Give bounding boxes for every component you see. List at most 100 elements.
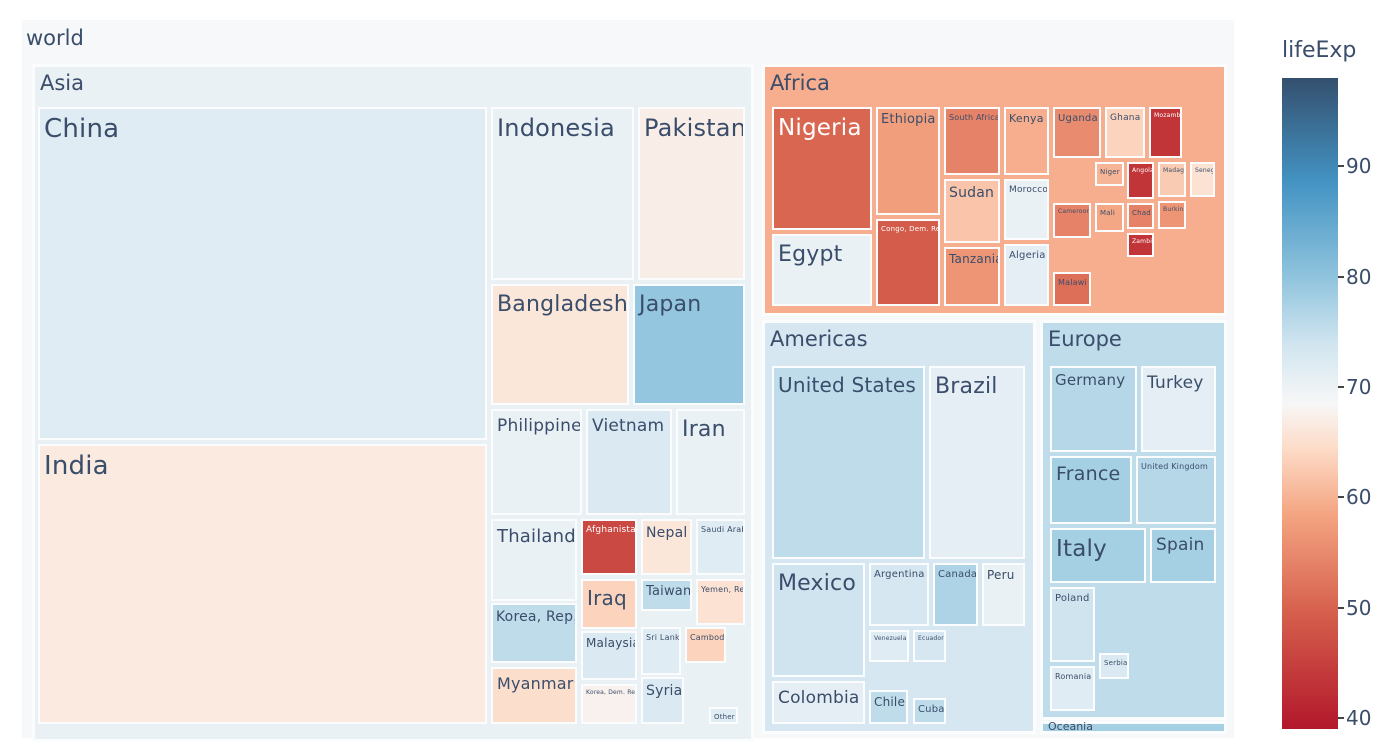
country-tile-malawi[interactable]: Malawi bbox=[1053, 272, 1091, 306]
colorbar-tick-label: 90 bbox=[1346, 154, 1372, 179]
country-label: Congo, Dem. Rep. bbox=[881, 225, 940, 233]
country-tile-poland[interactable]: Poland bbox=[1050, 587, 1095, 662]
country-tile-philippines[interactable]: Philippines bbox=[491, 409, 582, 515]
country-tile-taiwan[interactable]: Taiwan bbox=[641, 579, 692, 611]
country-tile-peru[interactable]: Peru bbox=[982, 563, 1025, 626]
country-label: Japan bbox=[639, 292, 702, 317]
country-tile-turkey[interactable]: Turkey bbox=[1141, 366, 1216, 452]
country-tile-canada[interactable]: Canada bbox=[933, 563, 978, 626]
country-tile-united-kingdom[interactable]: United Kingdom bbox=[1136, 456, 1216, 524]
country-tile-germany[interactable]: Germany bbox=[1050, 366, 1137, 452]
country-tile-syria[interactable]: Syria bbox=[641, 677, 684, 724]
country-tile-france[interactable]: France bbox=[1050, 456, 1132, 524]
country-tile-malaysia[interactable]: Malaysia bbox=[581, 631, 637, 680]
colorbar-tick bbox=[1338, 606, 1344, 609]
country-label: Cuba bbox=[918, 704, 945, 715]
country-label: Ethiopia bbox=[881, 112, 936, 127]
country-tile-brazil[interactable]: Brazil bbox=[929, 366, 1025, 559]
country-tile-cuba[interactable]: Cuba bbox=[913, 698, 946, 724]
country-label: Yemen, Rep. bbox=[701, 585, 745, 594]
country-label: Malaysia bbox=[586, 636, 637, 650]
continent-label-africa: Africa bbox=[770, 71, 830, 95]
country-label: Bangladesh bbox=[497, 292, 628, 317]
country-tile-pakistan[interactable]: Pakistan bbox=[638, 107, 745, 280]
root-label: world bbox=[26, 26, 84, 50]
country-tile-senegal[interactable]: Senegal bbox=[1190, 162, 1215, 197]
country-tile-chad[interactable]: Chad bbox=[1127, 203, 1154, 229]
country-tile-korea-rep[interactable]: Korea, Rep. bbox=[491, 603, 577, 663]
country-tile-vietnam[interactable]: Vietnam bbox=[586, 409, 672, 515]
country-label: Cambodia bbox=[690, 633, 725, 642]
continent-label-americas: Americas bbox=[770, 327, 868, 351]
country-tile-sudan[interactable]: Sudan bbox=[944, 179, 1000, 243]
country-tile-ethiopia[interactable]: Ethiopia bbox=[876, 107, 940, 215]
country-tile-colombia[interactable]: Colombia bbox=[772, 681, 865, 724]
country-tile-china[interactable]: China bbox=[38, 107, 487, 440]
country-tile-burkina-faso[interactable]: Burkina Faso bbox=[1158, 201, 1186, 229]
country-label: Kenya bbox=[1009, 112, 1044, 125]
colorbar-tick bbox=[1338, 275, 1344, 278]
country-label: Korea, Dem. Rep. bbox=[586, 689, 637, 696]
colorbar bbox=[1282, 78, 1338, 729]
colorbar-tick-label: 50 bbox=[1346, 595, 1372, 620]
country-tile-afghanistan[interactable]: Afghanistan bbox=[581, 519, 637, 575]
country-label: Myanmar bbox=[497, 674, 574, 693]
country-label: Germany bbox=[1055, 371, 1126, 389]
country-tile-sri-lanka[interactable]: Sri Lanka bbox=[641, 627, 681, 675]
country-tile-iran[interactable]: Iran bbox=[676, 409, 745, 515]
colorbar-tick bbox=[1338, 496, 1344, 499]
country-tile-niger[interactable]: Niger bbox=[1095, 162, 1124, 186]
country-tile-chile[interactable]: Chile bbox=[869, 690, 908, 724]
country-tile-venezuela[interactable]: Venezuela bbox=[869, 630, 909, 662]
colorbar-tick-label: 60 bbox=[1346, 485, 1372, 510]
country-label: Poland bbox=[1055, 593, 1090, 604]
country-tile-uganda[interactable]: Uganda bbox=[1053, 107, 1101, 158]
country-tile-other[interactable]: Other bbox=[709, 707, 738, 724]
country-tile-spain[interactable]: Spain bbox=[1150, 528, 1216, 583]
country-tile-zambia[interactable]: Zambia bbox=[1127, 233, 1154, 257]
country-tile-tanzania[interactable]: Tanzania bbox=[944, 247, 1000, 306]
country-tile-madagascar[interactable]: Madagascar bbox=[1158, 162, 1186, 197]
country-label: Iraq bbox=[587, 586, 627, 610]
country-tile-mali[interactable]: Mali bbox=[1095, 203, 1124, 232]
country-tile-south-africa[interactable]: South Africa bbox=[944, 107, 1000, 175]
country-tile-nepal[interactable]: Nepal bbox=[641, 519, 692, 575]
continent-tile-oceania[interactable] bbox=[1040, 721, 1227, 734]
country-tile-ghana[interactable]: Ghana bbox=[1105, 107, 1145, 158]
country-tile-romania[interactable]: Romania bbox=[1050, 666, 1095, 711]
country-tile-italy[interactable]: Italy bbox=[1050, 528, 1146, 583]
country-tile-morocco[interactable]: Morocco bbox=[1004, 179, 1049, 240]
country-tile-nigeria[interactable]: Nigeria bbox=[772, 107, 872, 230]
country-tile-korea-dem-rep[interactable]: Korea, Dem. Rep. bbox=[581, 684, 637, 724]
country-tile-india[interactable]: India bbox=[38, 444, 487, 724]
country-tile-congo-dem-rep[interactable]: Congo, Dem. Rep. bbox=[876, 219, 940, 306]
colorbar-tick bbox=[1338, 716, 1344, 719]
country-tile-angola[interactable]: Angola bbox=[1127, 162, 1154, 199]
country-tile-japan[interactable]: Japan bbox=[633, 284, 745, 405]
country-tile-algeria[interactable]: Algeria bbox=[1004, 244, 1049, 306]
country-tile-kenya[interactable]: Kenya bbox=[1004, 107, 1049, 175]
country-tile-egypt[interactable]: Egypt bbox=[772, 234, 872, 306]
country-label: Afghanistan bbox=[586, 525, 637, 535]
country-tile-cameroon[interactable]: Cameroon bbox=[1053, 203, 1091, 238]
country-label: Nigeria bbox=[778, 115, 862, 141]
country-tile-mozambique[interactable]: Mozambique bbox=[1149, 107, 1182, 158]
country-tile-indonesia[interactable]: Indonesia bbox=[491, 107, 634, 280]
country-tile-serbia[interactable]: Serbia bbox=[1099, 653, 1129, 679]
country-tile-iraq[interactable]: Iraq bbox=[581, 579, 637, 629]
country-tile-thailand[interactable]: Thailand bbox=[491, 519, 577, 601]
country-label: Canada bbox=[938, 569, 978, 580]
country-tile-bangladesh[interactable]: Bangladesh bbox=[491, 284, 629, 405]
country-tile-mexico[interactable]: Mexico bbox=[772, 563, 865, 677]
country-label: Taiwan bbox=[646, 584, 692, 599]
country-tile-argentina[interactable]: Argentina bbox=[869, 563, 929, 626]
country-label: Argentina bbox=[874, 569, 925, 580]
continent-label-asia: Asia bbox=[40, 71, 85, 95]
country-tile-yemen-rep[interactable]: Yemen, Rep. bbox=[696, 579, 745, 625]
country-tile-myanmar[interactable]: Myanmar bbox=[491, 667, 577, 724]
country-tile-saudi-arabia[interactable]: Saudi Arabia bbox=[696, 519, 745, 575]
country-tile-ecuador[interactable]: Ecuador bbox=[913, 630, 946, 662]
country-tile-cambodia[interactable]: Cambodia bbox=[685, 627, 726, 663]
country-tile-united-states[interactable]: United States bbox=[772, 366, 925, 559]
